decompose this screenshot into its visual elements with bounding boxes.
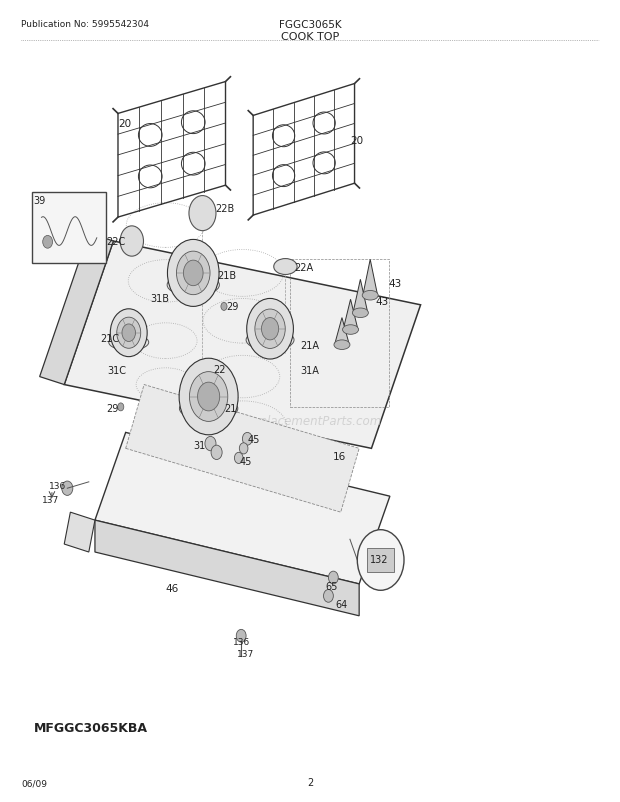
Polygon shape <box>40 233 113 385</box>
Text: 21B: 21B <box>218 270 237 280</box>
Circle shape <box>242 433 252 446</box>
Circle shape <box>117 318 141 349</box>
Circle shape <box>324 589 334 602</box>
Polygon shape <box>126 385 359 512</box>
Text: 45: 45 <box>247 434 260 444</box>
Text: 21A: 21A <box>301 340 319 350</box>
Text: 22C: 22C <box>106 237 125 247</box>
Circle shape <box>239 444 248 455</box>
Circle shape <box>122 325 136 342</box>
Text: Publication No: 5995542304: Publication No: 5995542304 <box>21 20 149 30</box>
Circle shape <box>167 240 219 307</box>
Text: MFGGC3065KBA: MFGGC3065KBA <box>33 721 148 734</box>
Text: 136: 136 <box>50 482 67 491</box>
Polygon shape <box>363 260 378 296</box>
Ellipse shape <box>179 397 238 421</box>
Text: 22: 22 <box>213 364 225 375</box>
Circle shape <box>184 261 203 286</box>
Text: 21C: 21C <box>100 334 120 344</box>
Circle shape <box>190 372 228 422</box>
Circle shape <box>198 383 219 411</box>
Bar <box>32 192 106 264</box>
Text: 31: 31 <box>193 440 205 451</box>
Circle shape <box>262 318 278 341</box>
Text: 46: 46 <box>165 583 179 593</box>
Polygon shape <box>335 318 349 345</box>
Text: 16: 16 <box>333 452 346 462</box>
Polygon shape <box>95 520 359 616</box>
Polygon shape <box>64 512 95 553</box>
Text: 20: 20 <box>350 136 363 145</box>
Circle shape <box>179 358 238 435</box>
Ellipse shape <box>362 291 378 301</box>
Text: 2: 2 <box>307 777 313 788</box>
Polygon shape <box>353 280 368 314</box>
Circle shape <box>189 196 216 231</box>
Circle shape <box>234 453 243 464</box>
Bar <box>367 549 394 573</box>
Circle shape <box>62 481 73 496</box>
Polygon shape <box>343 300 358 330</box>
Ellipse shape <box>343 326 358 335</box>
Text: 21: 21 <box>224 404 236 414</box>
Text: 132: 132 <box>370 554 389 565</box>
Text: 64: 64 <box>336 599 348 609</box>
Circle shape <box>43 236 53 249</box>
Circle shape <box>329 572 339 584</box>
Circle shape <box>255 310 285 349</box>
Text: 43: 43 <box>376 297 389 306</box>
Ellipse shape <box>352 309 368 318</box>
Text: 06/09: 06/09 <box>21 778 47 788</box>
Text: COOK TOP: COOK TOP <box>281 32 339 43</box>
Text: 65: 65 <box>326 581 338 591</box>
Text: FGGC3065K: FGGC3065K <box>278 20 342 30</box>
Ellipse shape <box>334 341 350 350</box>
Text: 22B: 22B <box>216 203 235 213</box>
Circle shape <box>118 403 124 411</box>
Text: 22A: 22A <box>294 262 314 272</box>
Text: 29: 29 <box>226 302 238 312</box>
Ellipse shape <box>108 335 149 350</box>
Text: 39: 39 <box>33 196 46 206</box>
Text: 20: 20 <box>118 119 131 129</box>
Circle shape <box>177 252 210 295</box>
Text: 43: 43 <box>388 279 401 289</box>
Circle shape <box>247 299 293 359</box>
Ellipse shape <box>274 259 297 275</box>
Text: 31A: 31A <box>301 366 319 375</box>
Circle shape <box>357 530 404 590</box>
Polygon shape <box>95 433 390 584</box>
Bar <box>290 260 389 407</box>
Ellipse shape <box>167 274 219 297</box>
Text: eReplacementParts.com: eReplacementParts.com <box>238 415 382 427</box>
Circle shape <box>120 227 143 257</box>
Text: 137: 137 <box>237 649 254 658</box>
Text: 31C: 31C <box>107 366 126 375</box>
Text: 136: 136 <box>232 637 250 646</box>
Ellipse shape <box>246 330 294 350</box>
Circle shape <box>221 303 227 311</box>
Text: 137: 137 <box>42 496 60 504</box>
Text: 29: 29 <box>106 404 118 414</box>
Polygon shape <box>64 241 420 449</box>
Circle shape <box>236 630 246 642</box>
Circle shape <box>211 446 222 460</box>
Text: 45: 45 <box>240 456 252 467</box>
Circle shape <box>205 437 216 452</box>
Circle shape <box>110 310 147 357</box>
Text: 31B: 31B <box>150 294 169 304</box>
